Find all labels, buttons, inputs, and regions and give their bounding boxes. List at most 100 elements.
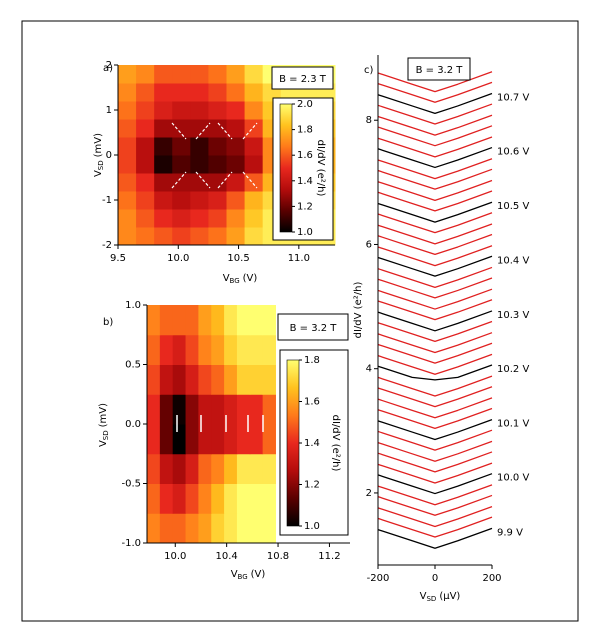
x-tick-label: 10.4 [216,551,238,562]
trace [377,168,493,190]
heatmap-cell [262,483,276,514]
heatmap-cell [118,119,137,138]
label-unit: (V) [251,569,266,580]
colorbar-label: dI/dV (e²/h) [315,140,326,197]
chart-title: B = 3.2 T [290,323,338,334]
y-tick-label: -1.0 [121,538,141,549]
heatmap-cell [208,191,227,210]
heatmap-cell [249,364,264,395]
colorbar-tick-label: 1.4 [297,176,313,187]
label-unit: (V) [243,273,258,284]
trace [377,136,493,158]
heatmap-cell [172,483,187,514]
y-tick-label: -0.5 [121,479,141,490]
heatmap-cell [226,65,246,84]
heatmap-cell [226,173,246,192]
heatmap-cell [211,334,225,365]
trace-label: 10.6 V [497,147,529,158]
heatmap-cell [136,227,155,246]
heatmap-cell [198,364,212,395]
trace [377,179,493,202]
heatmap-cell [172,173,191,192]
trace [377,440,493,462]
x-tick-label: 10.0 [167,253,189,264]
label-unit: (mV) [98,403,109,427]
label-unit: (μV) [439,591,460,602]
colorbar [286,359,300,527]
y-tick-label: 0.0 [125,419,141,430]
heatmap-cell [118,173,137,192]
trace [377,125,493,147]
heatmap-cell [262,453,276,484]
heatmap-cell [185,305,199,336]
y-tick-label: 0.5 [125,360,141,371]
trace [377,266,493,288]
trace-label: 10.5 V [497,201,529,212]
heatmap-cell [190,101,209,120]
trace [377,419,493,441]
heatmap-cell [154,191,173,210]
heatmap-cell [136,209,155,228]
heatmap-cell [208,119,227,138]
label-main: V [98,440,109,447]
heatmap-cell [190,83,209,102]
heatmap-cell [136,101,155,120]
heatmap-cell [159,453,174,484]
heatmap-cell [208,209,227,228]
label-unit: (mV) [93,133,104,157]
heatmap-cell [172,305,187,336]
heatmap-cell [154,119,173,138]
heatmap-cell [211,394,225,425]
heatmap-cell [262,513,276,544]
heatmap-cell [244,173,264,192]
heatmap-cell [147,483,161,514]
heatmap-cell [249,424,264,455]
heatmap-cell [236,394,251,425]
heatmap-cell [236,424,251,455]
trace [377,299,493,321]
heatmap-cell [172,191,191,210]
heatmap-cell [172,513,187,544]
dashed-line [195,122,211,140]
trace-label: 9.9 V [497,527,523,538]
heatmap-cell [262,394,276,425]
heatmap-cell [159,513,174,544]
heatmap-cell [224,394,238,425]
chart-title: B = 3.2 T [416,65,464,76]
heatmap-cell [211,513,225,544]
trace [377,92,493,115]
heatmap-cell [262,334,276,365]
colorbar-tick-label: 1.8 [304,355,320,366]
y-tick-label: 2 [366,488,372,499]
trace [377,527,493,549]
heatmap-cell [185,513,199,544]
heatmap-cell [236,483,251,514]
heatmap-cell [211,364,225,395]
heatmap-cell [147,334,161,365]
trace [377,342,493,364]
heatmap-cell [118,209,137,228]
heatmap-cell [226,137,246,156]
heatmap-cell [236,364,251,395]
trace [377,332,493,354]
heatmap-cell [224,513,238,544]
axis-label: VSD (mV) [93,133,105,177]
heatmap-cell [118,65,137,84]
trace [377,114,493,136]
heatmap-cell [136,119,155,138]
heatmap-cell [154,173,173,192]
x-tick-label: 11.0 [288,253,310,264]
heatmap-cell [172,155,191,174]
heatmap-cell [154,137,173,156]
heatmap-cell [172,101,191,120]
heatmap-cell [211,483,225,514]
colorbar [279,103,293,233]
heatmap-cell [244,65,264,84]
title-box [407,57,471,81]
label-main: V [93,170,104,177]
dashed-line [242,122,258,140]
y-tick-label: 8 [366,115,372,126]
heatmap-cell [118,101,137,120]
trace [377,505,493,528]
